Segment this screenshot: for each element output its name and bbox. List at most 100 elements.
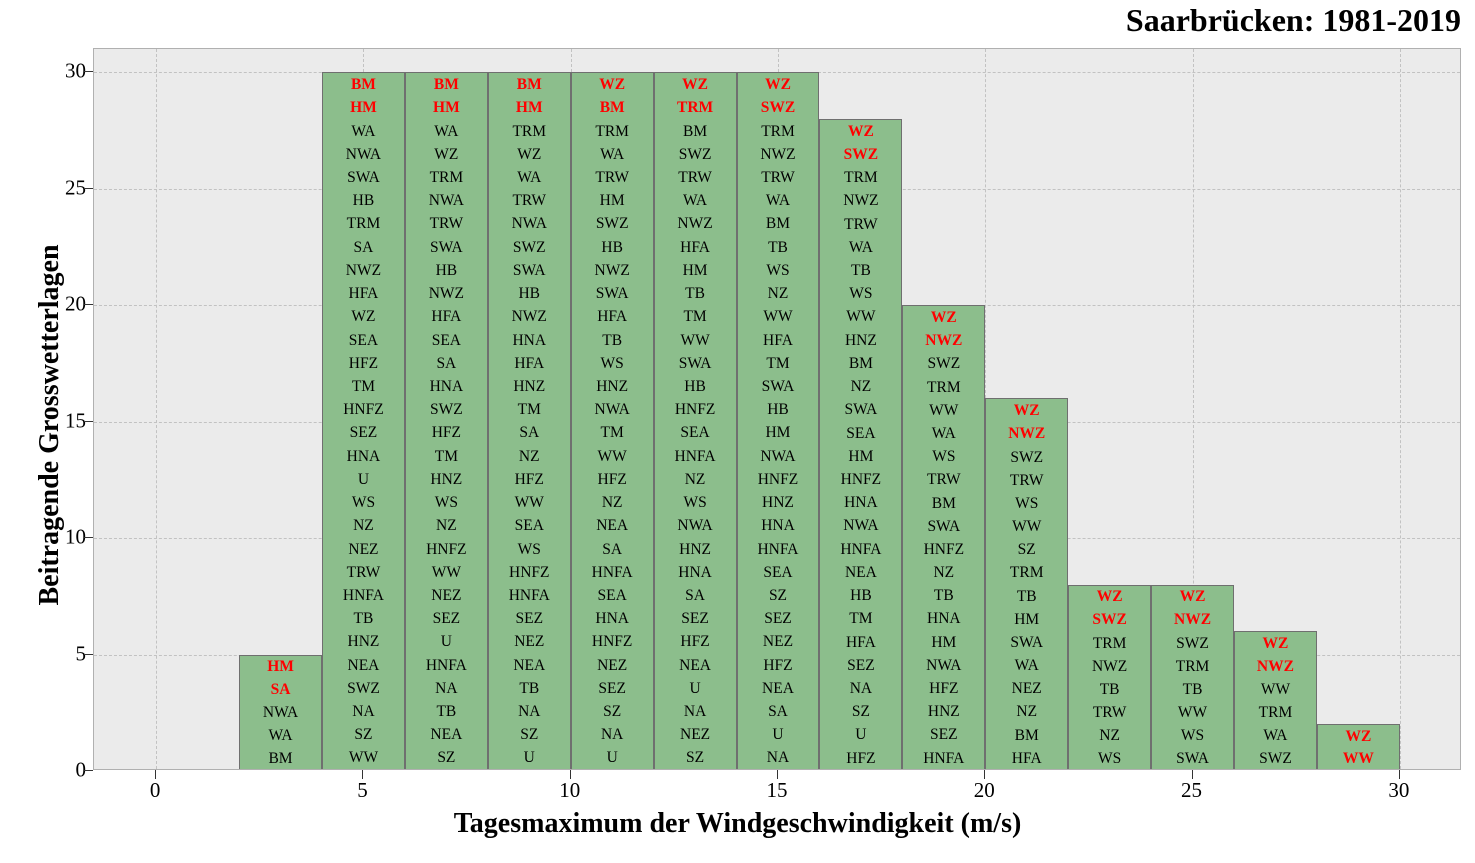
- bar-label: HNA: [429, 377, 464, 395]
- bar-label: NWZ: [594, 261, 630, 279]
- bar-label: HNA: [678, 563, 712, 581]
- bar-label-highlighted: WZ: [930, 309, 957, 327]
- bar-label-highlighted: BM: [599, 99, 625, 117]
- bar-label: NZ: [1016, 703, 1038, 721]
- bar-label: SEZ: [598, 679, 626, 697]
- bar-label: HNA: [927, 610, 961, 628]
- bar-label: TRW: [512, 192, 547, 210]
- bar-label: TRM: [595, 122, 629, 140]
- bar-label-highlighted: WZ: [682, 76, 708, 94]
- bar-label: NEA: [844, 563, 877, 581]
- bar-label: SEZ: [349, 424, 378, 442]
- bar-label: TRM: [844, 169, 878, 187]
- bar-label-highlighted: BM: [433, 76, 459, 94]
- bar-label: TRW: [1092, 703, 1127, 721]
- bar-label-highlighted: WZ: [1179, 588, 1206, 606]
- bar-label: WS: [517, 540, 541, 558]
- bar-label: U: [689, 679, 701, 697]
- bar-label: NWZ: [677, 215, 713, 233]
- bar-label: HB: [767, 401, 789, 419]
- bar-label: SWA: [678, 354, 712, 372]
- bar-label: NWA: [428, 192, 465, 210]
- bar-label: SEA: [431, 331, 461, 349]
- x-tick-label: 30: [1388, 778, 1410, 802]
- bar-label: SWZ: [430, 401, 463, 419]
- bar-label: WA: [1263, 726, 1288, 744]
- bar: WZ BM TRM WA TRW HM SWZ HB NWZ SWA HFA TB WS HNZ NWA TM…: [570, 72, 654, 769]
- bar-label: NA: [766, 749, 790, 767]
- bar-label: HFA: [431, 308, 462, 326]
- bar-label: SWZ: [678, 145, 712, 163]
- bar-label-highlighted: SWZ: [1092, 611, 1127, 629]
- bar-label: NEA: [762, 679, 794, 697]
- bar-label: SEZ: [515, 610, 544, 628]
- bar-label: HNZ: [347, 633, 380, 651]
- bar-label: WW: [929, 401, 959, 419]
- bar-label: HNZ: [430, 470, 463, 488]
- bar-label: TRM: [1258, 703, 1293, 721]
- bar-label: NWA: [926, 656, 962, 674]
- bar-label: U: [357, 470, 370, 488]
- bar-label: HNFZ: [757, 470, 799, 488]
- bar-label: SZ: [603, 703, 622, 721]
- bar-label: NEA: [513, 656, 546, 674]
- bar-label: TB: [768, 238, 788, 256]
- bar-label: WA: [600, 145, 625, 163]
- bar-label-highlighted: NWZ: [1256, 657, 1294, 675]
- x-tick-label: 20: [973, 778, 995, 802]
- bar-label: HB: [601, 238, 623, 256]
- bar-label-highlighted: WZ: [1013, 402, 1040, 420]
- y-tick-label: 20: [65, 291, 86, 316]
- bar-label: WA: [1014, 657, 1039, 675]
- bar-label: BM: [848, 354, 873, 372]
- bar-label-highlighted: HM: [350, 99, 377, 117]
- bar-label: HNFA: [757, 540, 799, 558]
- x-tick-mark: [569, 770, 571, 779]
- bar-label: SA: [436, 354, 457, 372]
- bar-label: HB: [518, 285, 541, 303]
- bar-label: WS: [1015, 494, 1039, 512]
- bar-label: U: [855, 726, 867, 744]
- bar-label-highlighted: SWZ: [760, 99, 796, 117]
- bar-label: WA: [517, 169, 542, 187]
- bar-label: WA: [351, 122, 376, 140]
- x-tick-label: 0: [149, 778, 161, 802]
- bar-label: WW: [348, 749, 379, 767]
- bar-label: NEA: [430, 726, 463, 744]
- bar-label: HNZ: [679, 540, 711, 558]
- bar-label: HM: [931, 633, 957, 651]
- bar-label: TRW: [1009, 471, 1044, 489]
- bar-label: SA: [353, 238, 374, 256]
- bar: WZ SWZ TRM NWZ TRW WA TB WS WW HNZ BM NZ SWA SEA HM HNF…: [819, 118, 903, 769]
- bar-label-highlighted: NWZ: [925, 332, 963, 350]
- bar: WZ TRM BM SWZ TRW WA NWZ HFA HM TB TM WW SWA HB HNFZ SE…: [653, 72, 737, 769]
- bar-label: TB: [1099, 680, 1120, 698]
- bar-label: TM: [434, 447, 458, 465]
- bar-label: NZ: [684, 470, 706, 488]
- bar-label: WA: [683, 192, 708, 210]
- bar-label: HM: [848, 447, 874, 465]
- bar-label: TRW: [595, 169, 629, 187]
- bar-label: SWA: [761, 377, 795, 395]
- bar-label: BM: [683, 122, 708, 140]
- bar: BM HM TRM WZ WA TRW NWA SWZ SWA HB NWZ HNA HFA HNZ TM S…: [487, 72, 571, 769]
- bar-label: NEZ: [431, 586, 462, 604]
- bar-label: NWZ: [843, 192, 879, 210]
- bar-label: BM: [268, 749, 293, 767]
- bar-label: HNZ: [513, 377, 546, 395]
- bar-label: WA: [931, 424, 956, 442]
- y-tick-mark: [84, 420, 93, 422]
- bar-label: NWA: [345, 145, 382, 163]
- bar-label: WZ: [434, 145, 459, 163]
- y-tick-mark: [84, 71, 93, 73]
- bar: WZ SWZ TRM NWZ TRW WA BM TB WS NZ WW HFA TM SWA HB HM NW…: [736, 72, 820, 769]
- bar-label: SZ: [768, 586, 788, 604]
- bar-label: WA: [765, 192, 791, 210]
- bar-label: WS: [683, 494, 707, 512]
- bar-label: SEA: [348, 331, 379, 349]
- bar-label: NZ: [518, 447, 540, 465]
- bar-label: HFZ: [431, 424, 461, 442]
- bar-label: NA: [435, 679, 458, 697]
- bar-label: NWZ: [428, 285, 464, 303]
